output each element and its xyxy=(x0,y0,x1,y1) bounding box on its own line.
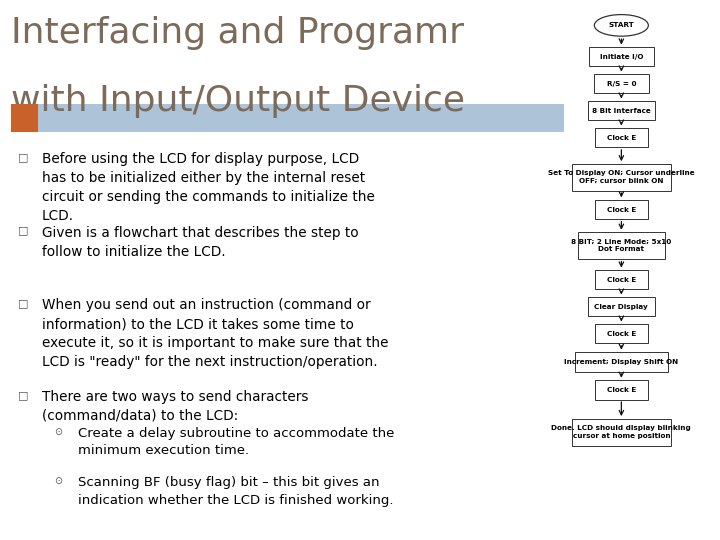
Text: When you send out an instruction (command or
information) to the LCD it takes so: When you send out an instruction (comman… xyxy=(42,298,388,369)
Text: 8 BIT; 2 Line Mode; 5x10
Dot Format: 8 BIT; 2 Line Mode; 5x10 Dot Format xyxy=(571,239,672,252)
FancyBboxPatch shape xyxy=(595,200,648,219)
Text: Clear Display: Clear Display xyxy=(595,303,648,310)
FancyBboxPatch shape xyxy=(593,74,649,93)
FancyBboxPatch shape xyxy=(589,47,654,66)
FancyBboxPatch shape xyxy=(595,380,648,400)
Text: ⊙: ⊙ xyxy=(54,476,62,487)
Text: There are two ways to send characters
(command/data) to the LCD:: There are two ways to send characters (c… xyxy=(42,390,308,423)
Text: Given is a flowchart that describes the step to
follow to initialize the LCD.: Given is a flowchart that describes the … xyxy=(42,226,359,259)
Text: Clock E: Clock E xyxy=(607,387,636,393)
Text: Clock E: Clock E xyxy=(607,276,636,283)
Text: Scanning BF (busy flag) bit – this bit gives an
indication whether the LCD is fi: Scanning BF (busy flag) bit – this bit g… xyxy=(78,476,393,507)
FancyBboxPatch shape xyxy=(595,270,648,289)
Text: □: □ xyxy=(18,298,29,308)
Text: ⊙: ⊙ xyxy=(54,427,62,437)
FancyBboxPatch shape xyxy=(578,232,665,259)
Text: Interfacing and Programr: Interfacing and Programr xyxy=(11,16,464,50)
Text: START: START xyxy=(608,22,634,29)
FancyBboxPatch shape xyxy=(38,104,564,132)
Text: □: □ xyxy=(18,152,29,163)
FancyBboxPatch shape xyxy=(595,324,648,343)
FancyBboxPatch shape xyxy=(575,352,668,372)
Text: R/S = 0: R/S = 0 xyxy=(607,80,636,87)
Text: □: □ xyxy=(18,226,29,236)
Ellipse shape xyxy=(595,15,649,36)
Text: with Input/Output Device: with Input/Output Device xyxy=(11,84,465,118)
Text: □: □ xyxy=(18,390,29,400)
Text: Create a delay subroutine to accommodate the
minimum execution time.: Create a delay subroutine to accommodate… xyxy=(78,427,394,457)
Text: Clock E: Clock E xyxy=(607,134,636,141)
Text: 8 Bit Interface: 8 Bit Interface xyxy=(592,107,651,114)
FancyBboxPatch shape xyxy=(595,128,648,147)
FancyBboxPatch shape xyxy=(588,101,655,120)
Text: Clock E: Clock E xyxy=(607,330,636,337)
Text: Set To Display ON; Cursor underline
OFF; cursor blink ON: Set To Display ON; Cursor underline OFF;… xyxy=(548,171,695,184)
Text: Done. LCD should display blinking
cursor at home position: Done. LCD should display blinking cursor… xyxy=(552,426,691,438)
Text: Clock E: Clock E xyxy=(607,206,636,213)
FancyBboxPatch shape xyxy=(11,104,38,132)
FancyBboxPatch shape xyxy=(572,164,671,191)
Text: Increment; Display Shift ON: Increment; Display Shift ON xyxy=(564,359,678,365)
FancyBboxPatch shape xyxy=(572,418,671,445)
FancyBboxPatch shape xyxy=(588,297,655,316)
Text: Before using the LCD for display purpose, LCD
has to be initialized either by th: Before using the LCD for display purpose… xyxy=(42,152,374,223)
Text: Initiate I/O: Initiate I/O xyxy=(600,53,643,60)
